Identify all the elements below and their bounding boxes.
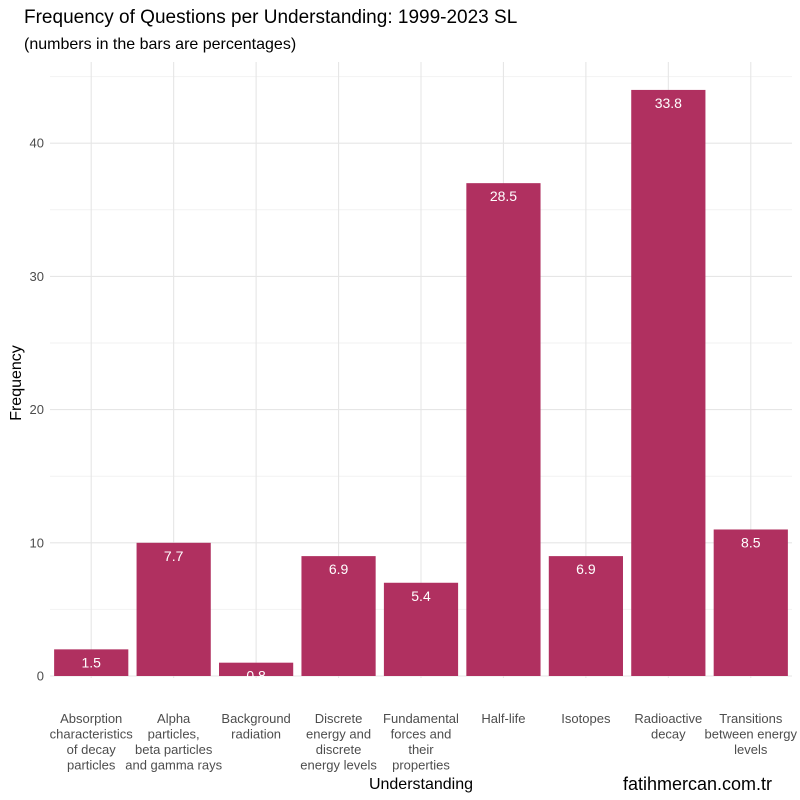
- x-tick-label: Isotopes: [561, 711, 611, 726]
- bar: [54, 649, 129, 676]
- x-tick-label: Radioactive decay: [634, 711, 702, 742]
- bar: [301, 556, 376, 676]
- bar-value-label: 7.7: [164, 548, 184, 564]
- x-tick-label: Discrete energy and discrete energy levels: [300, 711, 377, 773]
- bar-value-label: 6.9: [576, 561, 596, 577]
- bars: [54, 89, 788, 677]
- bar: [466, 183, 541, 676]
- x-tick-labels: Absorption characteristics of decay particl…: [50, 711, 798, 773]
- bar-value-label: 6.9: [329, 561, 349, 577]
- y-axis-title: Frequency: [8, 345, 25, 421]
- x-tick-label: Alpha particles, beta particles and gamma r…: [125, 711, 222, 773]
- bar: [631, 89, 706, 677]
- bar-value-label: 5.4: [411, 588, 431, 604]
- x-tick-label: Transitions between energy levels: [705, 711, 798, 757]
- bar: [383, 582, 459, 676]
- x-tick-label: Half-life: [481, 711, 525, 726]
- chart-subtitle: (numbers in the bars are percentages): [24, 36, 296, 53]
- bar-value-label: 28.5: [490, 188, 517, 204]
- bar-labels: 1.5 7.7 0.8 6.9 5.4 28.5 6.9 33.8 8.5: [81, 95, 760, 684]
- y-tick-labels: 0 10 20 30 40: [30, 136, 44, 684]
- bar-value-label: 33.8: [655, 95, 682, 111]
- y-tick-label: 0: [37, 669, 44, 684]
- bar: [548, 556, 623, 676]
- chart-title: Frequency of Questions per Understanding…: [24, 7, 517, 28]
- x-tick-label: Background radiation: [221, 711, 290, 742]
- bar-value-label: 8.5: [741, 534, 761, 550]
- x-tick-label: Fundamental forces and their properties: [383, 711, 459, 773]
- x-axis-title: Understanding: [369, 776, 473, 793]
- bar-value-label: 1.5: [81, 654, 101, 670]
- y-tick-label: 40: [30, 136, 44, 151]
- y-tick-label: 30: [30, 269, 44, 284]
- y-tick-label: 20: [30, 402, 44, 417]
- watermark-text: fatihmercan.com.tr: [623, 774, 772, 794]
- bar: [713, 529, 788, 676]
- y-tick-label: 10: [30, 535, 44, 550]
- x-tick-label: Absorption characteristics of decay particl…: [50, 711, 134, 773]
- bar: [219, 662, 294, 676]
- bar-value-label: 0.8: [246, 668, 266, 684]
- bar: [136, 542, 211, 676]
